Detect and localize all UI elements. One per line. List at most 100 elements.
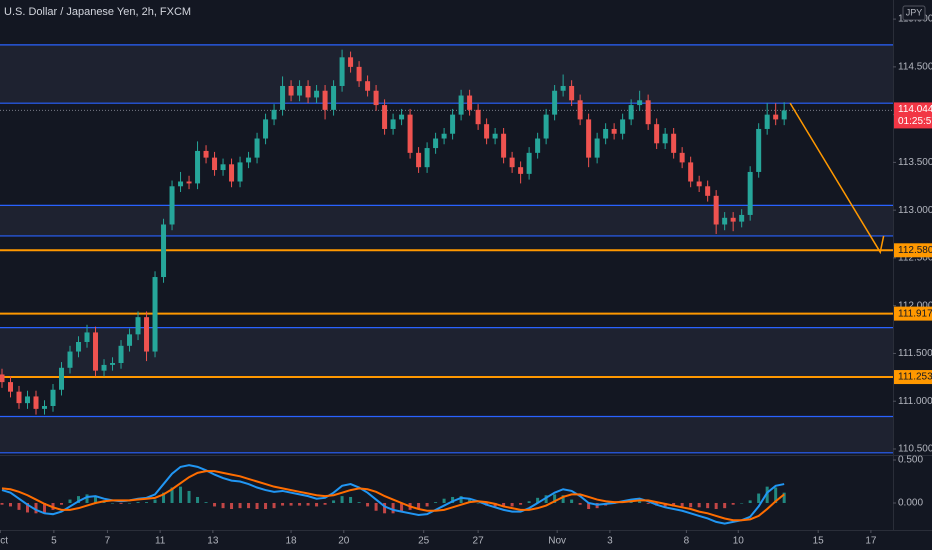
histogram-bar bbox=[391, 502, 395, 514]
histogram-bar bbox=[306, 502, 310, 506]
histogram-bar bbox=[400, 502, 404, 512]
histogram-bar bbox=[349, 496, 353, 503]
zone bbox=[0, 44, 893, 104]
histogram-bar bbox=[289, 502, 293, 506]
candle-body bbox=[654, 124, 660, 144]
y-tick-label: 0.500 bbox=[898, 455, 923, 466]
currency-box bbox=[902, 5, 926, 21]
candle-body bbox=[645, 100, 651, 125]
histogram-bar bbox=[553, 494, 557, 503]
candle-body bbox=[169, 186, 175, 225]
x-tick-label: 7 bbox=[105, 536, 111, 547]
candle-body bbox=[450, 114, 456, 134]
candle-body bbox=[305, 85, 311, 98]
x-tick-label: 27 bbox=[473, 536, 485, 547]
histogram-bar bbox=[77, 496, 81, 503]
candle-body bbox=[59, 367, 65, 390]
candle-body bbox=[484, 124, 490, 139]
candle-body bbox=[526, 152, 532, 174]
candle-body bbox=[0, 374, 5, 383]
y-tick-label: 113.000 bbox=[898, 205, 932, 216]
y-tick-label: 111.500 bbox=[898, 348, 932, 359]
candle-body bbox=[7, 382, 13, 392]
candle-body bbox=[764, 114, 770, 129]
histogram-bar bbox=[272, 502, 276, 509]
histogram-bar bbox=[638, 501, 642, 503]
y-tick-label: 0.000 bbox=[898, 498, 923, 509]
histogram-bar bbox=[527, 501, 531, 503]
x-tick-label: 17 bbox=[865, 536, 877, 547]
histogram-bar bbox=[519, 502, 523, 505]
candle-body bbox=[730, 217, 736, 222]
candle-body bbox=[186, 181, 192, 184]
histogram-bar bbox=[17, 502, 21, 510]
histogram-bar bbox=[255, 502, 259, 510]
histogram-bar bbox=[417, 502, 421, 510]
histogram-bar bbox=[442, 498, 446, 503]
y-tick-label: 112.500 bbox=[898, 253, 932, 264]
chart-title: U.S. Dollar / Japanese Yen, 2h, FXCM bbox=[4, 6, 191, 18]
price-pane bbox=[0, 44, 893, 454]
indicator-line bbox=[1, 470, 785, 522]
histogram-bar bbox=[578, 502, 582, 505]
histogram-bar bbox=[94, 496, 98, 503]
histogram-bar bbox=[646, 502, 650, 504]
x-tick-label: 15 bbox=[813, 536, 825, 547]
indicator-pane bbox=[0, 464, 786, 525]
histogram-bar bbox=[213, 502, 217, 507]
candle-body bbox=[399, 114, 405, 120]
histogram-bar bbox=[43, 502, 47, 513]
candle-body bbox=[475, 109, 481, 125]
y-tick-label: 112.000 bbox=[898, 300, 932, 311]
candle-body bbox=[705, 186, 711, 196]
candle-body bbox=[254, 138, 260, 158]
candle-body bbox=[424, 148, 430, 168]
y-tick-label: 114.500 bbox=[898, 62, 932, 73]
x-tick-label: 18 bbox=[286, 536, 298, 547]
candle-body bbox=[501, 133, 507, 158]
histogram-bar bbox=[238, 502, 242, 509]
last-price-box bbox=[894, 102, 932, 129]
candle-body bbox=[688, 162, 694, 182]
histogram-bar bbox=[706, 502, 710, 509]
histogram-bar bbox=[476, 502, 480, 504]
candle-body bbox=[518, 167, 524, 174]
candle-body bbox=[492, 133, 498, 139]
histogram-bar bbox=[757, 493, 761, 503]
candle-body bbox=[212, 157, 218, 171]
candle-body bbox=[586, 119, 592, 158]
histogram-bar bbox=[510, 502, 514, 507]
histogram-bar bbox=[714, 502, 718, 510]
level-price-box bbox=[894, 243, 932, 258]
histogram-bar bbox=[459, 496, 463, 503]
histogram-bar bbox=[187, 490, 191, 503]
candle-body bbox=[620, 119, 626, 134]
candle-body bbox=[713, 195, 719, 225]
histogram-bar bbox=[170, 487, 174, 503]
histogram-bar bbox=[0, 502, 4, 505]
candle-body bbox=[280, 85, 286, 110]
candle-body bbox=[611, 128, 617, 134]
candle-body bbox=[127, 334, 133, 346]
candle-body bbox=[263, 119, 269, 139]
candle-body bbox=[543, 114, 549, 139]
x-tick-label: 3 bbox=[607, 536, 613, 547]
histogram-bar bbox=[247, 502, 251, 509]
histogram-bar bbox=[731, 502, 735, 505]
candle-body bbox=[144, 317, 150, 352]
candle-body bbox=[365, 81, 371, 91]
histogram-bar bbox=[723, 502, 727, 509]
candle-body bbox=[535, 138, 541, 153]
candle-body bbox=[42, 405, 48, 409]
x-tick-label: 8 bbox=[684, 536, 690, 547]
candle-body bbox=[569, 85, 575, 101]
histogram-bar bbox=[315, 502, 319, 507]
candle-body bbox=[220, 164, 226, 171]
candle-body bbox=[577, 100, 583, 120]
y-tick-label: 113.500 bbox=[898, 157, 932, 168]
histogram-bar bbox=[60, 502, 64, 505]
histogram-bar bbox=[374, 502, 378, 511]
axes: 110.500111.000111.500112.000112.500113.0… bbox=[0, 5, 932, 547]
candle-body bbox=[152, 277, 158, 352]
histogram-bar bbox=[119, 502, 123, 504]
